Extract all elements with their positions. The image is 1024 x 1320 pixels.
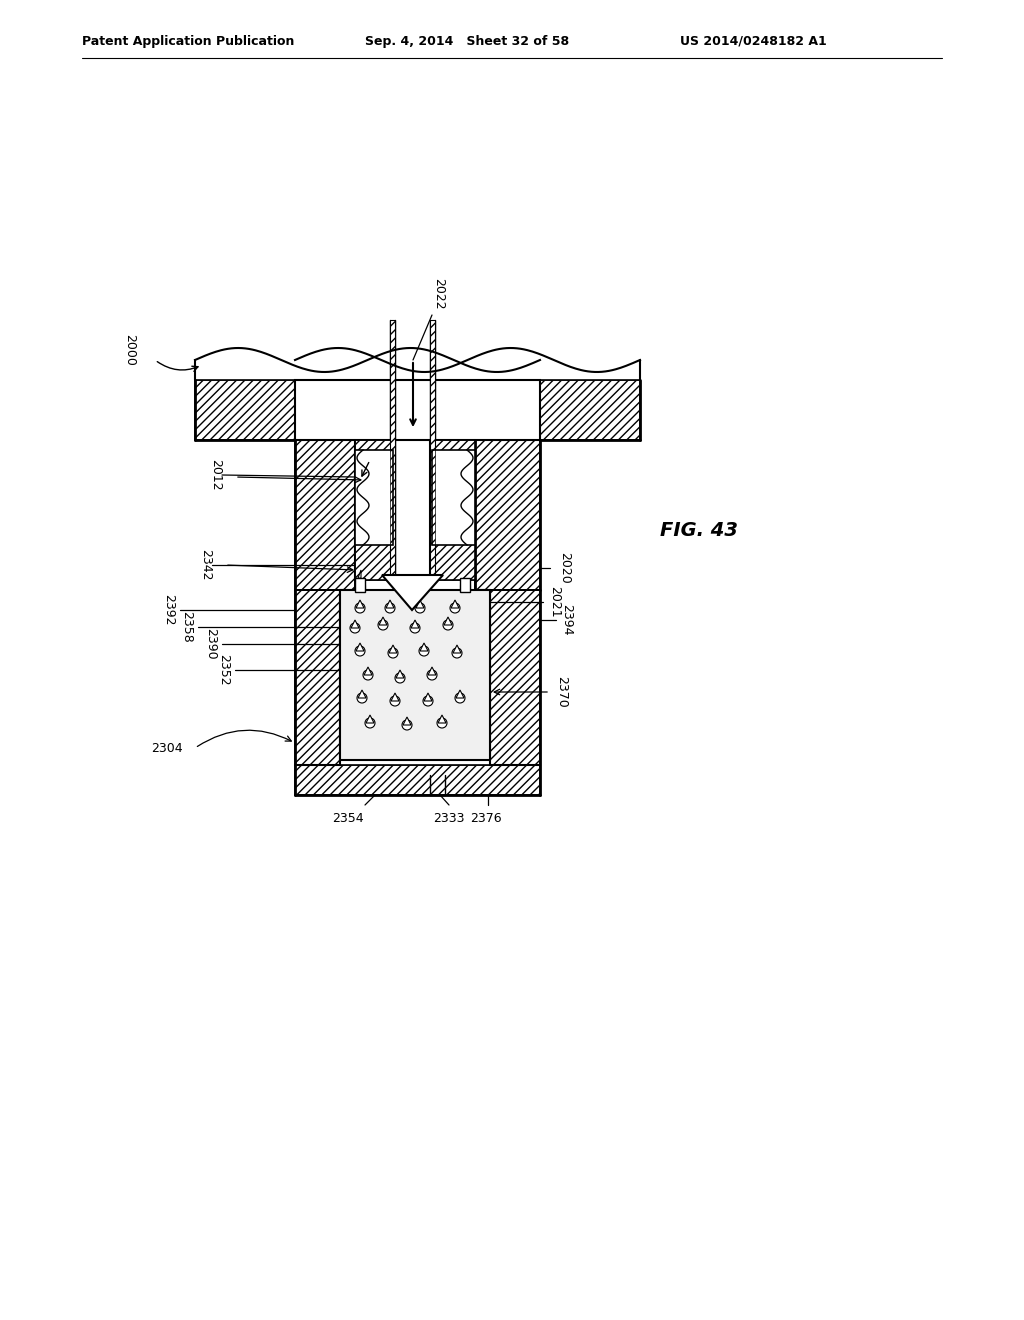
- Polygon shape: [351, 620, 359, 628]
- Polygon shape: [451, 601, 459, 609]
- Text: 2020: 2020: [558, 552, 571, 583]
- Circle shape: [350, 623, 360, 634]
- Polygon shape: [355, 578, 365, 591]
- Circle shape: [452, 648, 462, 657]
- Polygon shape: [355, 450, 393, 545]
- Polygon shape: [460, 578, 470, 591]
- Circle shape: [378, 620, 388, 630]
- Polygon shape: [355, 440, 395, 579]
- Circle shape: [437, 718, 447, 729]
- Text: Sep. 4, 2014   Sheet 32 of 58: Sep. 4, 2014 Sheet 32 of 58: [365, 36, 569, 48]
- Polygon shape: [416, 601, 424, 609]
- Text: 2394: 2394: [560, 605, 573, 636]
- Circle shape: [427, 671, 437, 680]
- Text: 2304: 2304: [152, 742, 183, 755]
- Circle shape: [455, 693, 465, 704]
- Polygon shape: [430, 440, 475, 579]
- Circle shape: [423, 696, 433, 706]
- Polygon shape: [195, 380, 295, 440]
- Polygon shape: [386, 601, 394, 609]
- Circle shape: [415, 603, 425, 612]
- Polygon shape: [391, 693, 399, 701]
- Polygon shape: [430, 319, 435, 579]
- Polygon shape: [432, 450, 475, 545]
- Polygon shape: [364, 667, 372, 675]
- Polygon shape: [403, 717, 411, 725]
- Circle shape: [355, 603, 365, 612]
- Circle shape: [390, 696, 400, 706]
- Circle shape: [365, 718, 375, 729]
- Polygon shape: [379, 616, 387, 624]
- Polygon shape: [428, 667, 436, 675]
- Polygon shape: [358, 570, 361, 578]
- Polygon shape: [475, 440, 540, 590]
- Polygon shape: [456, 690, 464, 698]
- Polygon shape: [295, 766, 540, 795]
- Text: 2012: 2012: [209, 459, 222, 491]
- Circle shape: [357, 693, 367, 704]
- Polygon shape: [356, 643, 364, 651]
- Text: 2021: 2021: [548, 586, 561, 618]
- Polygon shape: [358, 690, 366, 698]
- Circle shape: [443, 620, 453, 630]
- Circle shape: [385, 603, 395, 612]
- Text: 2354: 2354: [332, 812, 364, 825]
- Polygon shape: [396, 671, 404, 678]
- Polygon shape: [453, 645, 461, 653]
- Polygon shape: [295, 380, 540, 440]
- Circle shape: [410, 623, 420, 634]
- Text: 2000: 2000: [123, 334, 136, 366]
- Polygon shape: [366, 715, 374, 723]
- Polygon shape: [411, 620, 419, 628]
- Text: 2392: 2392: [162, 594, 175, 626]
- Polygon shape: [438, 715, 446, 723]
- Text: 2390: 2390: [204, 628, 217, 660]
- Polygon shape: [490, 590, 540, 766]
- Text: 2376: 2376: [470, 812, 502, 825]
- Circle shape: [395, 673, 406, 682]
- Text: Patent Application Publication: Patent Application Publication: [82, 36, 294, 48]
- Polygon shape: [444, 616, 452, 624]
- Text: 2342: 2342: [199, 549, 212, 581]
- Polygon shape: [389, 645, 397, 653]
- Circle shape: [355, 645, 365, 656]
- Polygon shape: [424, 693, 432, 701]
- Polygon shape: [420, 643, 428, 651]
- Polygon shape: [382, 576, 443, 610]
- Text: 2358: 2358: [180, 611, 193, 643]
- Circle shape: [362, 671, 373, 680]
- Circle shape: [388, 648, 398, 657]
- Text: 2352: 2352: [217, 655, 230, 686]
- Polygon shape: [295, 440, 355, 590]
- Text: 2333: 2333: [433, 812, 465, 825]
- Polygon shape: [356, 601, 364, 609]
- Bar: [340, 590, 490, 760]
- Polygon shape: [540, 380, 640, 440]
- Text: US 2014/0248182 A1: US 2014/0248182 A1: [680, 36, 826, 48]
- Circle shape: [419, 645, 429, 656]
- Text: 2022: 2022: [432, 279, 445, 310]
- Polygon shape: [295, 590, 340, 766]
- Text: FIG. 43: FIG. 43: [660, 520, 738, 540]
- Circle shape: [450, 603, 460, 612]
- Text: 2370: 2370: [555, 676, 568, 708]
- Circle shape: [402, 719, 412, 730]
- Polygon shape: [390, 319, 395, 579]
